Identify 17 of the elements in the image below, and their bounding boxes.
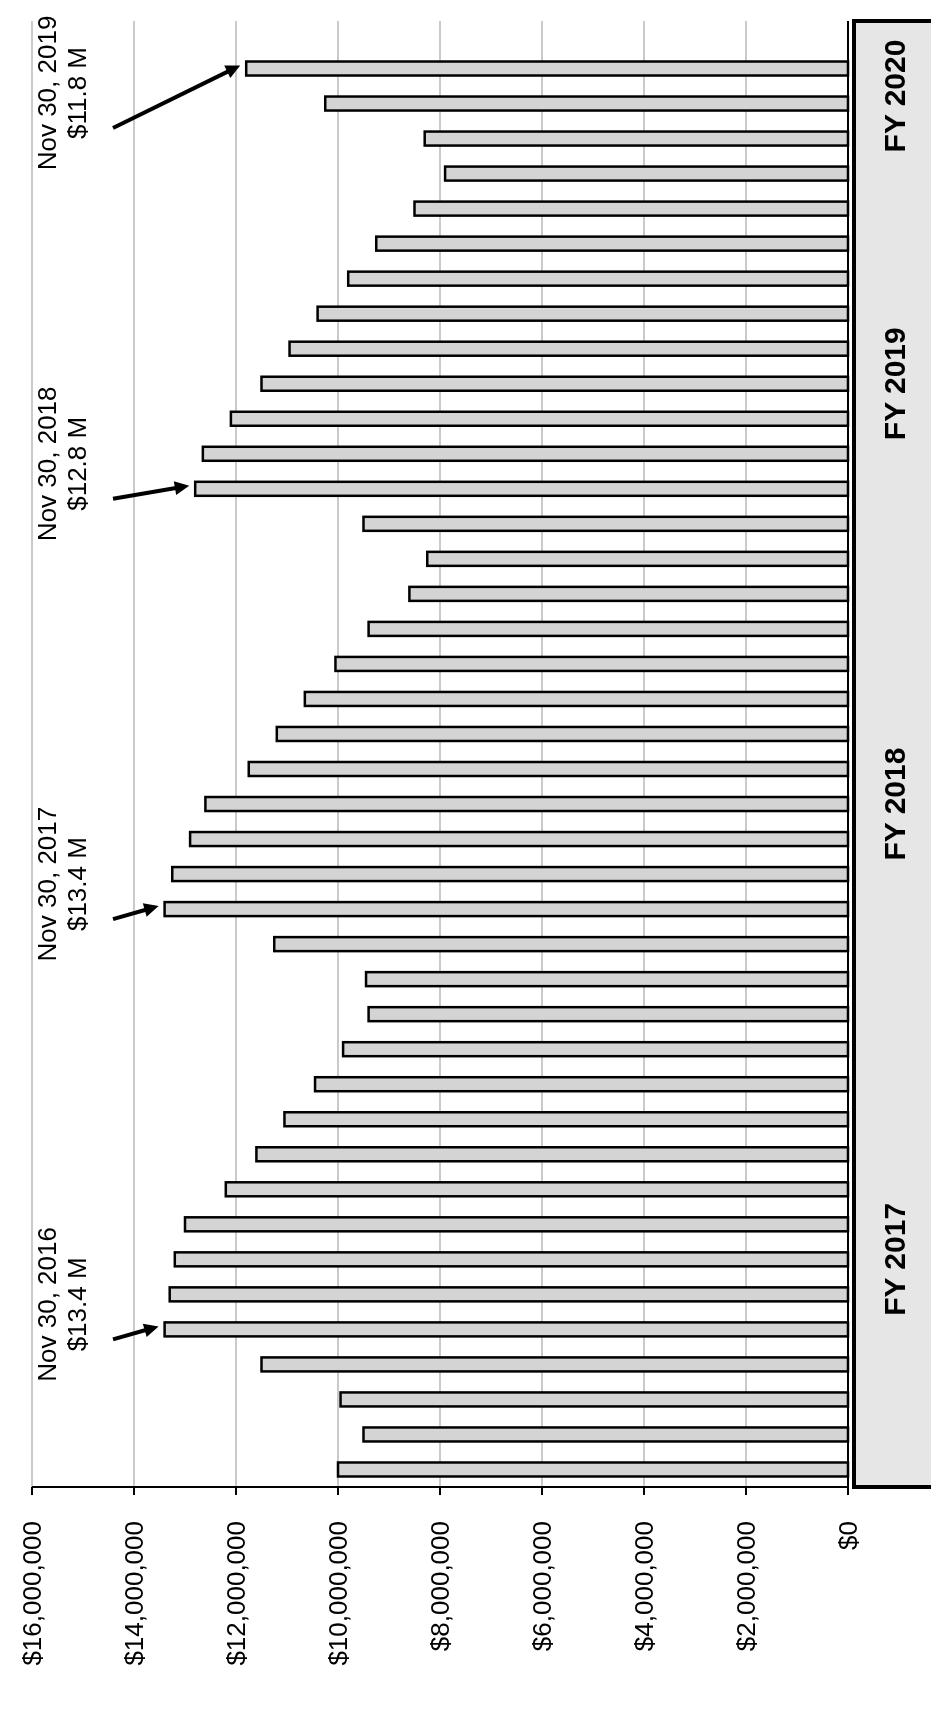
x-tick-label: $12,000,000 [221,1521,252,1666]
y-tick-label: FY 2019 [877,327,911,441]
x-tick-label: $4,000,000 [629,1521,660,1652]
annotation: Nov 30, 2018 $12.8 M [32,386,92,542]
x-tick-label: $2,000,000 [731,1521,762,1652]
x-tick-label: $6,000,000 [527,1521,558,1652]
x-tick-label: $0 [833,1521,864,1550]
annotation: Nov 30, 2017 $13.4 M [32,806,92,962]
y-tick-label: FY 2018 [877,747,911,861]
y-tick-label: FY 2020 [877,39,911,153]
x-tick-label: $16,000,000 [17,1521,48,1666]
x-tick-label: $10,000,000 [323,1521,354,1666]
annotation: Nov 30, 2016 $13.4 M [32,1227,92,1382]
annotation: Nov 30, 2019 $11.8 M [32,15,92,171]
x-tick-label: $8,000,000 [425,1521,456,1652]
x-tick-label: $14,000,000 [119,1521,150,1666]
y-tick-label: FY 2017 [877,1202,911,1316]
